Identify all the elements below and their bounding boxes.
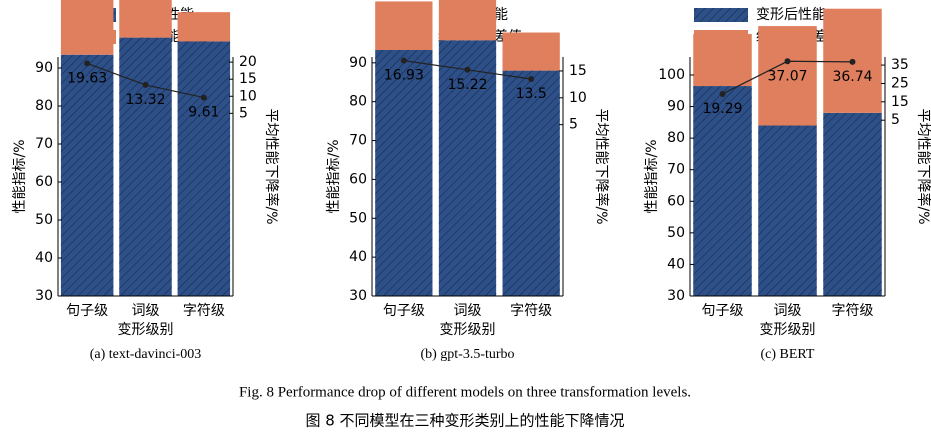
bar-hatch bbox=[502, 70, 560, 296]
bar bbox=[177, 12, 231, 42]
y2-axis-label: 平均性能下降率/% bbox=[263, 108, 280, 224]
chart-caption: (b) gpt-3.5-turbo bbox=[420, 347, 514, 362]
y2-tick-label: 5 bbox=[239, 105, 248, 121]
bar-hatch bbox=[823, 112, 882, 296]
line-point bbox=[464, 66, 471, 73]
x-tick-label: 字符级 bbox=[183, 303, 225, 319]
x-tick-label: 字符级 bbox=[832, 303, 874, 319]
line-point bbox=[849, 58, 856, 65]
bar bbox=[119, 0, 172, 38]
y-axis-label: 性能指标/% bbox=[12, 139, 28, 213]
bar bbox=[60, 0, 114, 55]
y2-axis-label: 平均性能下降率/% bbox=[915, 108, 931, 224]
bar-hatch bbox=[438, 40, 497, 297]
data-label: 15.22 bbox=[447, 77, 487, 93]
y-tick-label: 60 bbox=[35, 174, 53, 190]
y-tick-label: 70 bbox=[667, 162, 685, 178]
data-label: 19.29 bbox=[702, 101, 742, 117]
x-tick-label: 句子级 bbox=[702, 303, 744, 319]
y-tick-label: 80 bbox=[667, 130, 685, 146]
y-tick-label: 80 bbox=[349, 94, 367, 110]
line-point bbox=[719, 90, 726, 97]
y-tick-label: 90 bbox=[349, 55, 367, 71]
y-tick-label: 80 bbox=[35, 98, 53, 114]
y2-tick-label: 5 bbox=[891, 112, 900, 128]
y2-tick-label: 20 bbox=[239, 54, 257, 70]
data-label: 9.61 bbox=[188, 105, 219, 121]
bar-hatch bbox=[693, 86, 752, 296]
y2-tick-label: 15 bbox=[239, 71, 257, 87]
y2-tick-label: 15 bbox=[569, 63, 587, 79]
line-point bbox=[200, 94, 207, 101]
y2-tick-label: 25 bbox=[891, 75, 909, 91]
y-tick-label: 40 bbox=[35, 250, 53, 266]
y-tick-label: 50 bbox=[667, 225, 685, 241]
y-tick-label: 90 bbox=[35, 60, 53, 76]
y-tick-label: 40 bbox=[349, 249, 367, 265]
bar-hatch bbox=[758, 125, 817, 296]
x-axis-label: 变形级别 bbox=[118, 322, 174, 338]
bar-hatch bbox=[375, 50, 433, 296]
y2-tick-label: 5 bbox=[569, 117, 578, 133]
y-tick-label: 100 bbox=[658, 67, 685, 83]
y2-tick-label: 35 bbox=[891, 57, 909, 73]
bar bbox=[438, 0, 497, 41]
y-axis-label: 性能指标/% bbox=[644, 139, 660, 213]
x-tick-label: 句子级 bbox=[383, 303, 425, 319]
bar bbox=[502, 32, 560, 71]
line-point bbox=[528, 76, 535, 83]
y-tick-label: 70 bbox=[349, 133, 367, 149]
chart-caption: (c) BERT bbox=[761, 347, 815, 362]
data-label: 36.74 bbox=[832, 69, 872, 85]
data-label: 13.32 bbox=[125, 92, 165, 108]
y-tick-label: 50 bbox=[349, 210, 367, 226]
y-tick-label: 50 bbox=[35, 212, 53, 228]
bar-hatch bbox=[119, 37, 172, 297]
x-axis-label: 变形级别 bbox=[440, 322, 496, 338]
data-label: 16.93 bbox=[384, 68, 424, 84]
y-tick-label: 60 bbox=[349, 171, 367, 187]
data-label: 37.07 bbox=[767, 68, 807, 84]
bar bbox=[758, 26, 817, 126]
figure-caption-zh: 图 8 不同模型在三种变形类别上的性能下降情况 bbox=[305, 412, 624, 430]
bar bbox=[693, 33, 752, 87]
y-tick-label: 70 bbox=[35, 136, 53, 152]
x-tick-label: 字符级 bbox=[510, 303, 552, 319]
bar-hatch bbox=[60, 54, 114, 297]
legend-hatch bbox=[694, 8, 748, 22]
x-tick-label: 词级 bbox=[454, 303, 482, 319]
line-point bbox=[142, 81, 149, 88]
line-point bbox=[84, 60, 91, 67]
y2-tick-label: 15 bbox=[891, 94, 909, 110]
bar-hatch bbox=[177, 41, 231, 297]
y2-axis-label: 平均性能下降率/% bbox=[593, 108, 610, 224]
y-axis-label: 性能指标/% bbox=[326, 139, 342, 213]
y-tick-label: 30 bbox=[349, 288, 367, 304]
x-tick-label: 句子级 bbox=[66, 303, 108, 319]
y2-tick-label: 10 bbox=[569, 90, 587, 106]
y-tick-label: 90 bbox=[667, 99, 685, 115]
x-tick-label: 词级 bbox=[774, 303, 802, 319]
chart: 变形后性能绝对性能差值句子级词级字符级304050607080905101516… bbox=[326, 0, 610, 362]
x-tick-label: 词级 bbox=[132, 303, 160, 319]
chart: 变形后性能绝对性能差值句子级词级字符级304050607080901005152… bbox=[644, 7, 931, 362]
y-tick-label: 30 bbox=[667, 288, 685, 304]
chart-caption: (a) text-davinci-003 bbox=[90, 347, 202, 362]
legend-label: 变形后性能 bbox=[756, 7, 826, 23]
line-point bbox=[784, 58, 791, 65]
y-tick-label: 30 bbox=[35, 288, 53, 304]
y-tick-label: 60 bbox=[667, 193, 685, 209]
chart: 变形后性能绝对性能差值句子级词级字符级304050607080905101520… bbox=[12, 0, 280, 362]
y-tick-label: 40 bbox=[667, 256, 685, 272]
data-label: 13.5 bbox=[516, 86, 547, 102]
line-point bbox=[400, 57, 407, 64]
data-label: 19.63 bbox=[67, 70, 107, 86]
bar bbox=[375, 1, 433, 51]
x-axis-label: 变形级别 bbox=[760, 322, 816, 338]
figure-caption-en: Fig. 8 Performance drop of different mod… bbox=[239, 384, 691, 400]
y2-tick-label: 10 bbox=[239, 88, 257, 104]
